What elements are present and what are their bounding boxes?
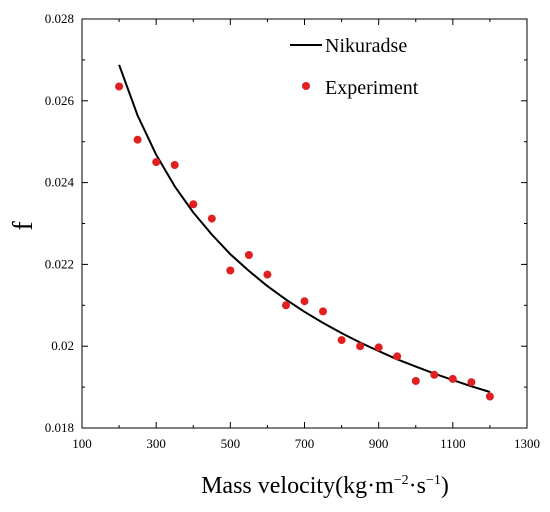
data-point-experiment-7 xyxy=(244,251,253,259)
x-axis-title-sup1: −2 xyxy=(394,473,409,488)
axis-ticks: 100 300 500 700 900 1100 1300 0.018 0.02 0.022 0.0… xyxy=(45,11,540,451)
data-point-experiment-8 xyxy=(263,270,272,279)
data-point-experiment-13 xyxy=(356,342,365,351)
data-point-experiment-0 xyxy=(115,82,124,91)
data-point-experiment-15 xyxy=(393,352,402,361)
x-axis-title-sup2: −1 xyxy=(426,473,441,488)
x-tick-label-3: 700 xyxy=(295,436,315,451)
y-tick-label-2: 0.022 xyxy=(45,256,74,271)
y-tick-label-0: 0.018 xyxy=(45,420,74,435)
data-point-experiment-11 xyxy=(319,307,327,316)
legend: Nikuradse Experiment xyxy=(290,35,419,99)
data-point-experiment-19 xyxy=(467,378,476,387)
data-point-experiment-5 xyxy=(207,214,216,223)
y-tick-label-3: 0.024 xyxy=(45,175,75,190)
plot-area xyxy=(115,64,494,401)
data-point-experiment-6 xyxy=(226,266,235,275)
x-axis-title: Mass velocity(kg·m−2·s−1) xyxy=(201,473,449,499)
data-point-experiment-3 xyxy=(170,161,179,169)
legend-label-experiment: Experiment xyxy=(325,77,419,99)
y-tick-label-4: 0.026 xyxy=(45,93,75,108)
data-point-experiment-16 xyxy=(411,377,420,385)
plot-frame xyxy=(81,18,528,429)
x-tick-label-6: 1300 xyxy=(514,436,540,451)
data-point-experiment-1 xyxy=(133,135,142,144)
data-point-experiment-4 xyxy=(189,200,198,209)
legend-marker-swatch xyxy=(302,82,310,90)
x-axis-title-end: ) xyxy=(441,473,449,499)
data-point-experiment-2 xyxy=(152,158,161,167)
x-tick-label-4: 900 xyxy=(369,436,389,451)
x-tick-label-1: 300 xyxy=(146,436,166,451)
y-tick-label-1: 0.02 xyxy=(51,338,74,353)
data-point-experiment-12 xyxy=(337,336,346,345)
data-point-experiment-9 xyxy=(282,301,290,310)
x-axis-title-mid: ·s xyxy=(409,473,426,499)
x-tick-label-2: 500 xyxy=(221,436,241,451)
data-point-experiment-18 xyxy=(448,374,457,383)
data-point-experiment-10 xyxy=(300,297,309,306)
data-point-experiment-17 xyxy=(430,370,439,379)
x-tick-label-0: 100 xyxy=(72,436,92,451)
data-point-experiment-14 xyxy=(374,343,383,352)
series-line-nikuradse xyxy=(118,64,491,393)
x-axis-title-main: Mass velocity(kg·m xyxy=(201,473,394,499)
y-axis-title: f xyxy=(8,221,39,231)
x-tick-label-5: 1100 xyxy=(440,436,466,451)
legend-label-nikuradse: Nikuradse xyxy=(325,35,407,57)
data-point-experiment-20 xyxy=(485,392,494,401)
y-tick-label-5: 0.028 xyxy=(45,11,74,26)
